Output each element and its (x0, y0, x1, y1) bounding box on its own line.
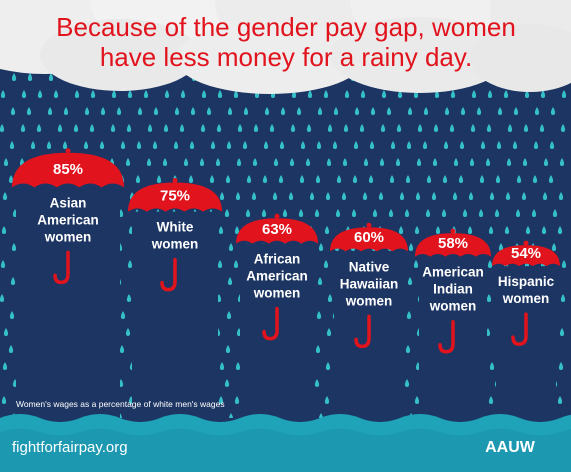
umbrella-canopy (330, 227, 408, 252)
category-label: Asian (50, 195, 87, 210)
umbrella-tip (172, 178, 178, 183)
category-label: women (151, 237, 199, 252)
cloud-bank (0, 0, 571, 94)
category-label: Indian (433, 282, 473, 297)
umbrella-shadow (132, 211, 218, 420)
umbrella-bars: 85% Asian American women 75% White women 63% Afr… (12, 148, 560, 420)
headline-line-1: Because of the gender pay gap, women (56, 12, 516, 42)
category-label: Hispanic (498, 274, 555, 289)
category-label: women (253, 286, 301, 301)
umbrella-0: 85% Asian American women (12, 148, 124, 420)
umbrella-tip (65, 148, 71, 154)
category-label: Hawaiian (340, 276, 399, 291)
category-label: women (502, 291, 550, 306)
category-label: American (422, 265, 484, 280)
headline: Because of the gender pay gap, women hav… (56, 12, 516, 72)
category-label: American (37, 212, 99, 227)
footer-website[interactable]: fightforfairpay.org (12, 439, 128, 456)
umbrella-shadow (16, 187, 120, 420)
umbrella-4: 58% American Indian women (415, 228, 491, 420)
umbrella-2: 63% African American women (236, 213, 318, 420)
value-label: 58% (438, 235, 468, 252)
umbrella-tip (523, 240, 529, 246)
umbrella-tip (450, 228, 456, 234)
value-label: 63% (262, 221, 292, 238)
umbrella-canopy (236, 218, 318, 244)
chart-note: Women's wages as a percentage of white m… (16, 399, 225, 409)
umbrella-tip (366, 222, 372, 228)
umbrella-tip (274, 213, 280, 219)
umbrella-canopy (415, 233, 491, 257)
umbrella-handle (53, 250, 70, 285)
category-label: Native (349, 259, 390, 274)
umbrella-canopy (492, 245, 560, 267)
category-label: White (157, 220, 194, 235)
value-label: 85% (53, 161, 83, 178)
umbrella-5: 54% Hispanic women (492, 240, 560, 420)
umbrella-canopy (128, 182, 222, 212)
aauw-logo: AAUW (485, 439, 536, 456)
umbrella-handle (511, 312, 528, 346)
category-label: women (345, 293, 393, 308)
category-label: women (44, 229, 92, 244)
umbrella-shadow (496, 266, 556, 420)
umbrella-1: 75% White women (128, 178, 222, 420)
category-label: American (246, 269, 308, 284)
umbrella-canopy (12, 152, 124, 188)
water-surface (0, 414, 571, 472)
headline-line-2: have less money for a rainy day. (100, 42, 472, 72)
umbrella-handle (160, 257, 177, 292)
category-label: women (429, 299, 477, 314)
value-label: 60% (354, 229, 384, 246)
value-label: 54% (511, 245, 541, 262)
category-label: African (254, 252, 301, 267)
umbrella-handle (354, 314, 371, 349)
umbrella-3: 60% Native Hawaiian women (330, 222, 408, 420)
umbrella-handle (262, 306, 279, 341)
logo-text: AAUW (485, 439, 536, 456)
value-label: 75% (160, 188, 190, 205)
umbrella-handle (438, 319, 455, 354)
